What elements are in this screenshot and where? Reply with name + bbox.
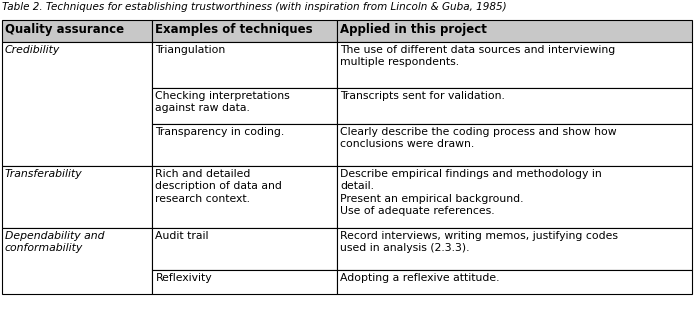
Text: Credibility: Credibility bbox=[5, 45, 60, 55]
Text: Applied in this project: Applied in this project bbox=[340, 23, 487, 36]
Text: Transparency in coding.: Transparency in coding. bbox=[155, 127, 285, 137]
Text: Reflexivity: Reflexivity bbox=[155, 273, 212, 283]
Text: Transferability: Transferability bbox=[5, 169, 83, 179]
Bar bbox=[337, 42, 692, 88]
Bar bbox=[153, 270, 337, 294]
Text: Triangulation: Triangulation bbox=[155, 45, 226, 55]
Bar bbox=[2, 228, 153, 294]
Bar bbox=[337, 228, 692, 270]
Text: Transcripts sent for validation.: Transcripts sent for validation. bbox=[340, 91, 505, 101]
Text: Quality assurance: Quality assurance bbox=[5, 23, 124, 36]
Bar bbox=[2, 20, 153, 42]
Bar bbox=[2, 166, 153, 228]
Text: Audit trail: Audit trail bbox=[155, 231, 209, 241]
Bar bbox=[153, 42, 337, 88]
Text: Dependability and
conformability: Dependability and conformability bbox=[5, 231, 105, 253]
Bar bbox=[337, 124, 692, 166]
Bar bbox=[153, 228, 337, 270]
Bar bbox=[337, 166, 692, 228]
Text: Rich and detailed
description of data and
research context.: Rich and detailed description of data an… bbox=[155, 169, 282, 204]
Text: Adopting a reflexive attitude.: Adopting a reflexive attitude. bbox=[340, 273, 500, 283]
Bar bbox=[337, 88, 692, 124]
Text: Clearly describe the coding process and show how
conclusions were drawn.: Clearly describe the coding process and … bbox=[340, 127, 617, 149]
Text: The use of different data sources and interviewing
multiple respondents.: The use of different data sources and in… bbox=[340, 45, 616, 67]
Bar bbox=[153, 20, 337, 42]
Bar bbox=[337, 270, 692, 294]
Text: Table 2. Techniques for establishing trustworthiness (with inspiration from Linc: Table 2. Techniques for establishing tru… bbox=[2, 2, 507, 12]
Text: Record interviews, writing memos, justifying codes
used in analysis (2.3.3).: Record interviews, writing memos, justif… bbox=[340, 231, 618, 253]
Bar bbox=[153, 166, 337, 228]
Text: Describe empirical findings and methodology in
detail.
Present an empirical back: Describe empirical findings and methodol… bbox=[340, 169, 602, 216]
Bar bbox=[2, 42, 153, 166]
Bar bbox=[153, 88, 337, 124]
Text: Checking interpretations
against raw data.: Checking interpretations against raw dat… bbox=[155, 91, 290, 113]
Bar bbox=[153, 124, 337, 166]
Bar bbox=[337, 20, 692, 42]
Text: Examples of techniques: Examples of techniques bbox=[155, 23, 313, 36]
